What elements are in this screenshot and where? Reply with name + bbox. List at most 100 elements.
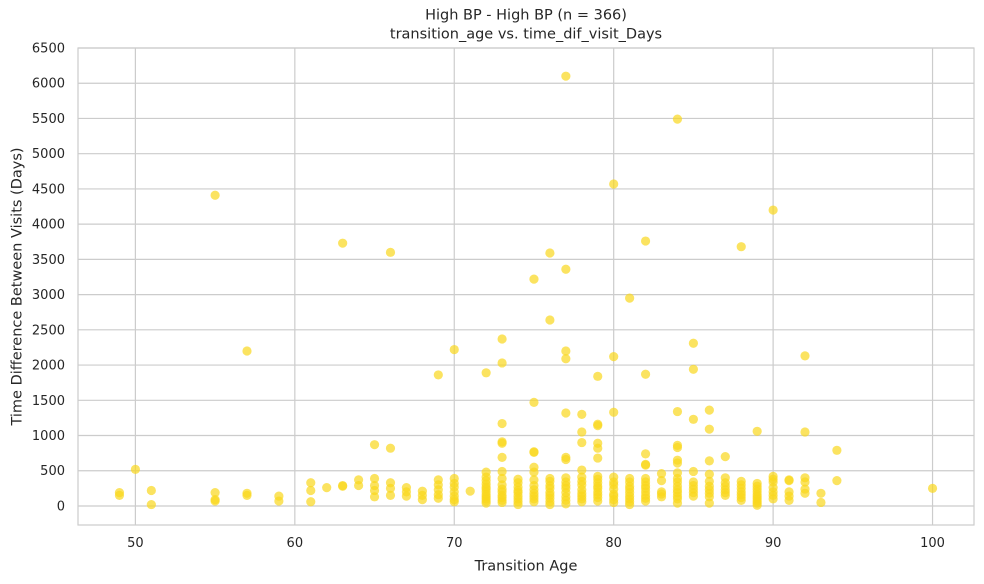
scatter-point [672, 114, 683, 124]
scatter-point [640, 460, 651, 470]
scatter-points [114, 71, 938, 510]
scatter-point [688, 466, 699, 477]
scatter-point [481, 368, 491, 378]
scatter-point [497, 358, 507, 368]
scatter-point [704, 424, 714, 434]
scatter-point [433, 370, 443, 380]
scatter-point [577, 497, 587, 507]
scatter-point [672, 458, 683, 468]
scatter-point [704, 469, 714, 479]
scatter-point [672, 442, 683, 453]
y-tick-label: 5500 [32, 112, 65, 127]
scatter-point [369, 440, 380, 450]
scatter-point [210, 190, 220, 200]
scatter-point [577, 427, 587, 437]
tick-labels: 50 60 70 80 90 100050010001500200025003000350… [32, 42, 945, 552]
scatter-point [609, 352, 619, 362]
y-tick-label: 1000 [32, 429, 65, 444]
scatter-point [385, 483, 396, 493]
scatter-point [545, 315, 555, 325]
x-tick-label: 50 [127, 536, 144, 551]
scatter-point [688, 364, 699, 374]
scatter-point [529, 274, 539, 284]
scatter-point [640, 369, 651, 379]
scatter-point [752, 426, 762, 436]
scatter-point [768, 494, 778, 504]
scatter-point [338, 238, 348, 248]
y-tick-label: 2000 [32, 359, 65, 374]
y-tick-label: 4000 [32, 218, 65, 233]
scatter-point [625, 293, 635, 303]
scatter-point [720, 452, 730, 462]
scatter-point [354, 480, 364, 491]
scatter-point [497, 418, 507, 429]
scatter-point [385, 443, 396, 453]
scatter-point [593, 421, 603, 431]
scatter-point [577, 409, 587, 419]
scatter-point [640, 236, 651, 246]
scatter-point [545, 499, 555, 510]
x-tick-label: 70 [446, 536, 463, 551]
scatter-point [497, 497, 507, 508]
scatter-point [529, 447, 539, 458]
scatter-point [593, 496, 603, 506]
scatter-point [640, 449, 651, 459]
scatter-point [242, 490, 252, 501]
scatter-point [306, 497, 316, 507]
scatter-point [688, 414, 699, 424]
scatter-point [704, 405, 714, 415]
y-tick-label: 5000 [32, 147, 65, 162]
scatter-point [720, 490, 730, 501]
scatter-point [593, 371, 603, 381]
scatter-point [561, 264, 571, 274]
scatter-point [561, 454, 571, 465]
x-axis-label: Transition Age [474, 559, 578, 575]
scatter-point [433, 493, 443, 503]
scatter-point [704, 492, 714, 502]
scatter-point [497, 466, 507, 477]
y-tick-label: 1500 [32, 394, 65, 409]
scatter-point [338, 481, 348, 491]
scatter-point [609, 179, 619, 189]
scatter-point [449, 344, 459, 355]
scatter-point [832, 476, 842, 486]
scatter-point [656, 468, 667, 479]
scatter-point [561, 346, 571, 356]
scatter-point [465, 486, 475, 496]
scatter-point [832, 445, 842, 455]
scatter-point [529, 497, 539, 507]
y-axis-label: Time Difference Between Visits (Days) [10, 147, 26, 426]
scatter-point [800, 477, 810, 487]
scatter-point [609, 407, 619, 417]
y-tick-label: 500 [40, 464, 65, 479]
scatter-point [768, 205, 778, 215]
scatter-point [369, 485, 380, 496]
scatter-point [704, 456, 714, 466]
scatter-point [417, 495, 427, 505]
scatter-point [385, 247, 396, 257]
scatter-point [146, 499, 156, 510]
chart-subtitle: transition_age vs. time_dif_visit_Days [390, 27, 662, 43]
scatter-point [449, 497, 459, 507]
scatter-point [385, 490, 396, 501]
scatter-point [306, 485, 316, 496]
scatter-point [736, 495, 746, 505]
x-tick-label: 60 [287, 536, 304, 551]
scatter-point [800, 427, 810, 437]
scatter-point [210, 487, 220, 498]
scatter-point [784, 476, 794, 486]
scatter-point [497, 438, 507, 448]
y-tick-label: 0 [57, 499, 65, 514]
scatter-point [114, 490, 125, 501]
scatter-point [306, 478, 316, 488]
scatter-point [561, 71, 571, 81]
scatter-point [800, 351, 810, 361]
scatter-point [401, 491, 412, 501]
scatter-point [688, 491, 699, 501]
scatter-point [816, 497, 826, 508]
scatter-point [609, 497, 619, 508]
scatter-point [130, 464, 140, 474]
x-tick-label: 80 [605, 536, 622, 551]
scatter-point [816, 488, 826, 498]
